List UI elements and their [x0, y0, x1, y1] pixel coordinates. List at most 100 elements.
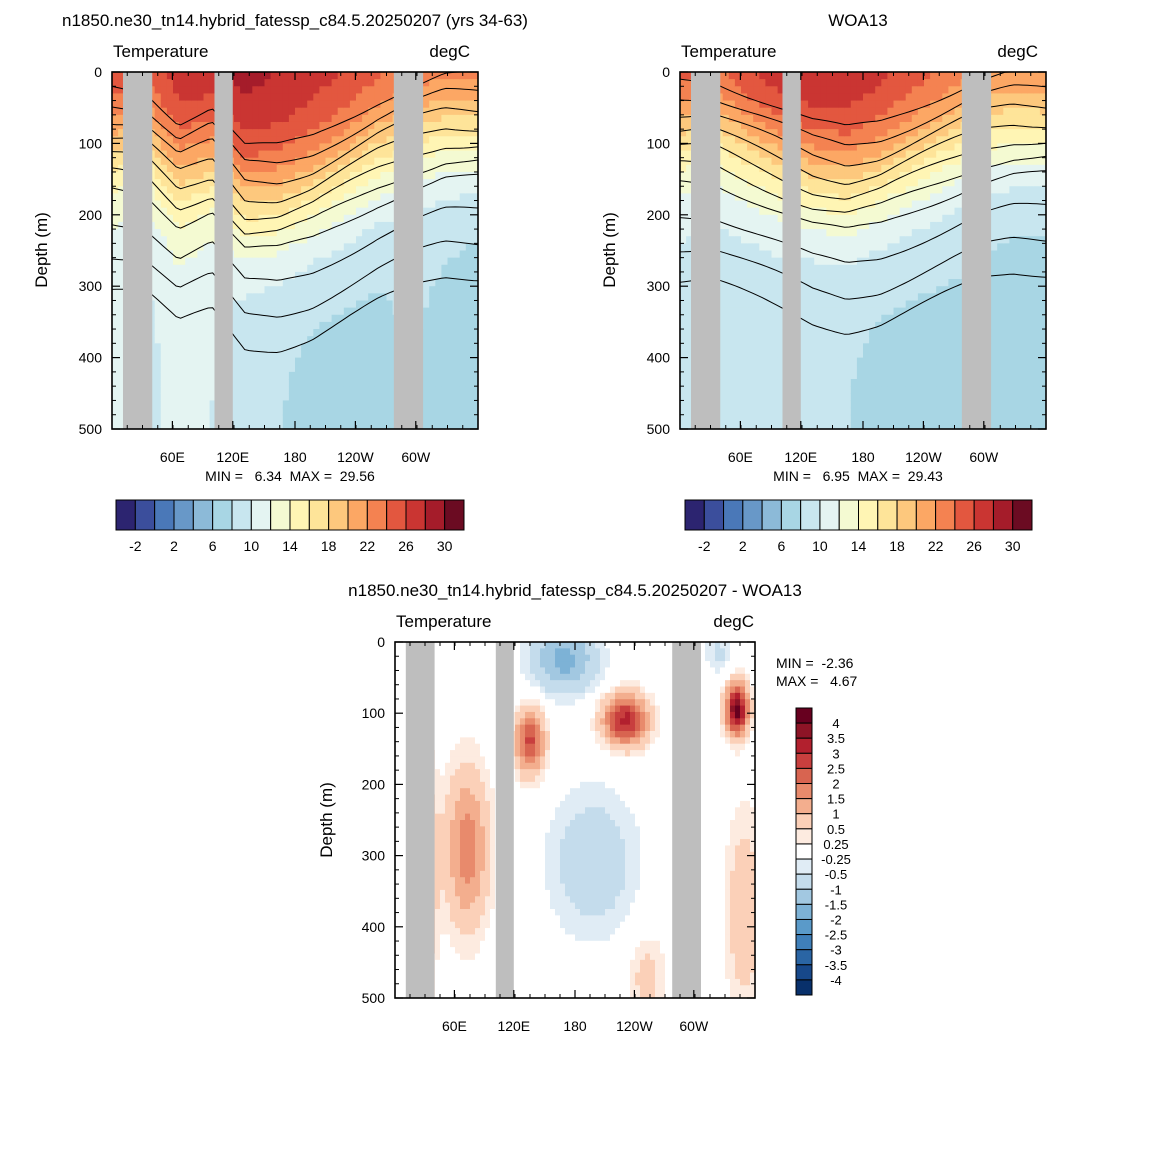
heatmap-cell — [166, 150, 174, 159]
heatmap-cell — [869, 414, 876, 423]
heatmap-cell — [173, 236, 180, 244]
heatmap-cell — [734, 300, 742, 309]
heatmap-cell — [203, 314, 211, 323]
heatmap-cell — [112, 300, 119, 309]
heatmap-cell — [209, 193, 217, 202]
heatmap-cell — [380, 86, 388, 95]
heatmap-cell — [356, 279, 363, 287]
heatmap-cell — [380, 129, 388, 137]
heatmap-cell — [850, 264, 858, 273]
heatmap-cell — [270, 171, 278, 180]
heatmap-cell — [160, 350, 168, 359]
heatmap-cell — [680, 307, 687, 316]
heatmap-cell — [166, 314, 174, 323]
heatmap-cell — [423, 157, 430, 166]
heatmap-cell — [362, 93, 369, 102]
heatmap-cell — [118, 407, 125, 416]
heatmap-cell — [252, 400, 259, 409]
heatmap-cell — [893, 257, 901, 266]
heatmap-cell — [264, 300, 272, 309]
heatmap-cell — [728, 357, 736, 366]
heatmap-cell — [753, 100, 760, 109]
heatmap-cell — [765, 286, 773, 294]
heatmap-cell — [844, 293, 852, 302]
heatmap-cell — [863, 421, 870, 429]
heatmap-cell — [893, 329, 901, 337]
heatmap-cell — [447, 93, 455, 102]
heatmap-cell — [899, 164, 907, 173]
heatmap-cell — [863, 407, 870, 416]
heatmap-cell — [893, 286, 901, 294]
heatmap-cell — [337, 350, 345, 359]
heatmap-cell — [893, 386, 901, 394]
heatmap-cell — [197, 400, 205, 409]
heatmap-cell — [252, 193, 259, 202]
heatmap-cell — [722, 286, 730, 294]
heatmap-cell — [337, 314, 345, 323]
heatmap-cell — [197, 186, 205, 194]
heatmap-cell — [722, 364, 730, 373]
heatmap-cell — [820, 200, 827, 209]
heatmap-cell — [875, 86, 882, 95]
heatmap-cell — [270, 386, 278, 394]
heatmap-cell — [814, 293, 821, 302]
heatmap-cell — [741, 300, 748, 309]
heatmap-cell — [179, 407, 186, 416]
heatmap-cell — [863, 221, 870, 230]
heatmap-cell — [869, 321, 876, 330]
heatmap-cell — [203, 414, 211, 423]
heatmap-cell — [838, 100, 846, 109]
heatmap-cell — [741, 350, 748, 359]
heatmap-cell — [887, 314, 895, 323]
heatmap-cell — [313, 371, 320, 380]
heatmap-cell — [686, 143, 693, 152]
heatmap-cell — [856, 79, 864, 87]
heatmap-cell — [814, 307, 821, 316]
heatmap-cell — [759, 114, 766, 123]
heatmap-cell — [441, 150, 449, 159]
heatmap-cell — [471, 414, 478, 423]
heatmap-cell — [471, 257, 478, 266]
heatmap-cell — [343, 114, 351, 123]
heatmap-cell — [680, 136, 687, 144]
heatmap-cell — [252, 221, 259, 230]
heatmap-cell — [741, 329, 748, 337]
heatmap-cell — [875, 150, 882, 159]
heatmap-cell — [356, 214, 363, 223]
heatmap-cell — [465, 386, 473, 394]
heatmap-cell — [808, 79, 815, 87]
heatmap-cell — [875, 164, 882, 173]
heatmap-cell — [270, 214, 278, 223]
heatmap-cell — [374, 293, 381, 302]
heatmap-cell — [459, 136, 467, 144]
heatmap-cell — [423, 414, 430, 423]
heatmap-cell — [777, 286, 785, 294]
heatmap-cell — [343, 293, 351, 302]
heatmap-cell — [814, 214, 821, 223]
heatmap-cell — [747, 129, 754, 137]
heatmap-cell — [722, 307, 730, 316]
heatmap-cell — [759, 179, 766, 187]
heatmap-cell — [209, 72, 217, 80]
heatmap-cell — [429, 186, 436, 194]
heatmap-cell — [282, 336, 290, 344]
heatmap-cell — [753, 93, 760, 102]
heatmap-cell — [771, 421, 779, 429]
heatmap-cell — [313, 86, 320, 95]
heatmap-cell — [264, 407, 272, 416]
heatmap-cell — [209, 357, 217, 366]
heatmap-cell — [234, 193, 241, 202]
heatmap-cell — [887, 264, 895, 273]
heatmap-cell — [270, 129, 278, 137]
heatmap-cell — [118, 379, 125, 387]
heatmap-cell — [166, 250, 174, 259]
heatmap-cell — [154, 371, 162, 380]
heatmap-cell — [728, 343, 736, 352]
heatmap-cell — [282, 229, 290, 237]
heatmap-cell — [343, 343, 351, 352]
heatmap-cell — [252, 371, 259, 380]
heatmap-cell — [869, 364, 876, 373]
heatmap-cell — [447, 107, 455, 116]
heatmap-cell — [856, 193, 864, 202]
y-tick-label: 500 — [79, 421, 103, 437]
